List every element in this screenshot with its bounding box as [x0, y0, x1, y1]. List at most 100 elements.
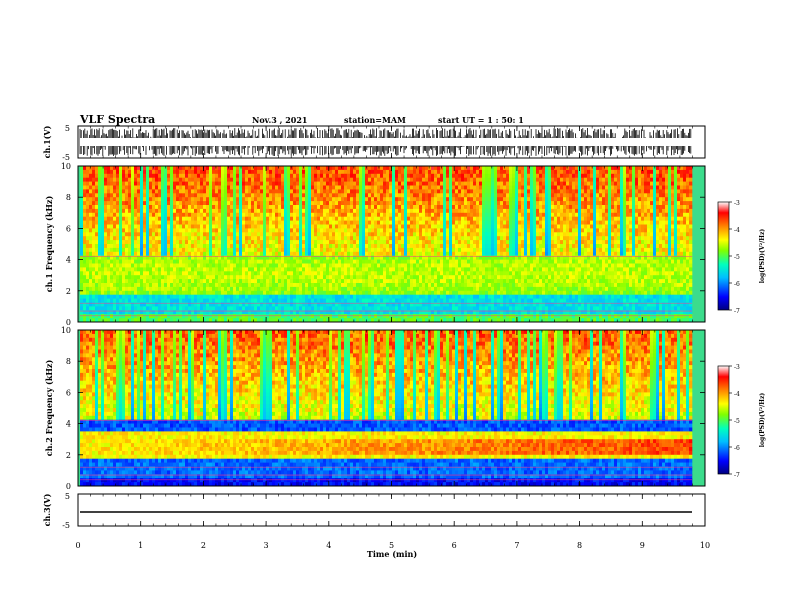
spectrogram-cell [341, 224, 345, 229]
spectrogram-cell [137, 201, 141, 206]
spectrogram-cell [137, 212, 141, 217]
spectrogram-cell [215, 286, 219, 292]
spectrogram-cell [272, 247, 276, 253]
spectrogram-cell [215, 290, 219, 295]
spectrogram-cell [251, 216, 255, 221]
spectrogram-cell [110, 236, 114, 241]
spectrogram-cell [413, 181, 417, 186]
spectrogram-cell [143, 185, 147, 190]
spectrogram-cell [221, 232, 225, 237]
spectrogram-cell [224, 212, 228, 217]
spectrogram-cell [101, 208, 105, 214]
spectrogram-cell [182, 205, 186, 210]
spectrogram-cell [188, 302, 192, 307]
spectrogram-cell [185, 290, 189, 295]
spectrogram-cell [422, 302, 426, 307]
spectrogram-cell [254, 294, 258, 299]
spectrogram-cell [245, 216, 249, 221]
spectrogram-cell [200, 310, 204, 315]
spectrogram-cell [419, 298, 423, 303]
spectrogram-cell [95, 212, 99, 217]
spectrogram-cell [389, 290, 393, 295]
spectrogram-cell [362, 189, 366, 194]
spectrogram-cell [182, 212, 186, 217]
spectrogram-cell [212, 208, 216, 214]
spectrogram-cell [347, 240, 351, 245]
spectrogram-cell [449, 310, 453, 315]
spectrogram-cell [266, 181, 270, 186]
spectrogram-cell [302, 244, 306, 249]
spectrogram-cell [275, 189, 279, 194]
spectrogram-cell [332, 306, 336, 311]
spectrogram-cell [233, 197, 237, 202]
spectrogram-cell [230, 290, 234, 295]
spectrogram-cell [254, 173, 258, 178]
spectrogram-cell [284, 236, 288, 241]
spectrogram-cell [86, 298, 90, 303]
spectrogram-cell [368, 271, 372, 276]
spectrogram-cell [149, 244, 153, 249]
spectrogram-cell [86, 177, 90, 182]
spectrogram-cell [224, 247, 228, 253]
spectrogram-cell [383, 224, 387, 229]
spectrogram-cell [194, 216, 198, 221]
spectrogram-cell [125, 279, 129, 284]
spectrogram-cell [434, 169, 438, 175]
spectrogram-cell [146, 185, 150, 190]
spectrogram-cell [161, 185, 165, 190]
spectrogram-cell [239, 216, 243, 221]
spectrogram-cell [254, 251, 258, 256]
spectrogram-cell [185, 201, 189, 206]
spectrogram-cell [107, 236, 111, 241]
spectrogram-cell [149, 201, 153, 206]
spectrogram-cell [86, 275, 90, 280]
spectrogram-cell [410, 189, 414, 194]
spectrogram-cell [200, 290, 204, 295]
spectrogram-cell [200, 298, 204, 303]
spectrogram-cell [389, 177, 393, 182]
spectrogram-cell [401, 166, 405, 171]
spectrogram-cell [137, 216, 141, 221]
spectrogram-cell [377, 290, 381, 295]
spectrogram-cell [119, 267, 123, 272]
spectrogram-cell [146, 197, 150, 202]
spectrogram-cell [437, 201, 441, 206]
spectrogram-cell [386, 232, 390, 237]
spectrogram-cell [140, 318, 144, 323]
spectrogram-cell [431, 181, 435, 186]
spectrogram-cell [356, 286, 360, 292]
spectrogram-cell [440, 310, 444, 315]
spectrogram-cell [188, 216, 192, 221]
spectrogram-cell [371, 236, 375, 241]
spectrogram-cell [221, 201, 225, 206]
spectrogram-cell [344, 247, 348, 253]
spectrogram-cell [89, 310, 93, 315]
spectrogram-cell [446, 193, 450, 198]
spectrogram-cell [350, 201, 354, 206]
spectrogram-cell [221, 236, 225, 241]
spectrogram-cell [392, 306, 396, 311]
spectrogram-cell [263, 224, 267, 229]
spectrogram-cell [104, 310, 108, 315]
spectrogram-cell [158, 286, 162, 292]
spectrogram-cell [284, 220, 288, 225]
spectrogram-cell [194, 318, 198, 323]
spectrogram-cell [119, 220, 123, 225]
spectrogram-cell [107, 275, 111, 280]
spectrogram-cell [419, 263, 423, 268]
spectrogram-cell [443, 216, 447, 221]
spectrogram-cell [143, 302, 147, 307]
spectrogram-cell [191, 255, 195, 260]
spectrogram-cell [449, 232, 453, 237]
spectrogram-cell [347, 310, 351, 315]
spectrogram-cell [266, 212, 270, 217]
spectrogram-cell [284, 259, 288, 264]
spectrogram-cell [113, 298, 117, 303]
spectrogram-cell [107, 220, 111, 225]
spectrogram-cell [332, 275, 336, 280]
spectrogram-cell [347, 267, 351, 272]
spectrogram-cell [224, 193, 228, 198]
spectrogram-cell [443, 247, 447, 253]
spectrogram-cell [323, 263, 327, 268]
spectrogram-cell [101, 228, 105, 233]
